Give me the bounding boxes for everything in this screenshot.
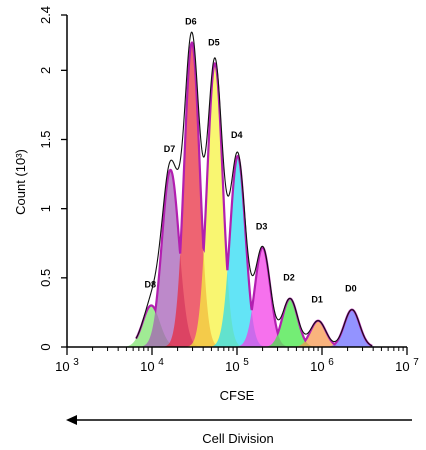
x-tick-label: 10 6 <box>310 357 334 374</box>
y-tick-label: 1.5 <box>38 130 53 148</box>
peak-label-d3: D3 <box>256 221 268 231</box>
y-tick-label: 2.4 <box>38 6 53 24</box>
peak-d3 <box>235 247 291 347</box>
peak-label-d5: D5 <box>208 37 220 47</box>
cell-division-label: Cell Division <box>202 431 274 446</box>
outline-layer <box>135 31 373 347</box>
peak-d7 <box>139 169 202 347</box>
y-tick-label: 2 <box>38 67 53 74</box>
y-tick-label: 1 <box>38 205 53 212</box>
peak-label-d1: D1 <box>311 295 323 305</box>
x-tick-label: 10 5 <box>225 357 249 374</box>
cell-division-arrow-head <box>66 415 77 425</box>
cell-division-arrow <box>66 415 412 425</box>
x-tick-label: 10 3 <box>55 357 79 374</box>
peak-label-d6: D6 <box>185 17 197 27</box>
x-tick-label: 10 7 <box>395 357 419 374</box>
x-axis-label: CFSE <box>220 388 255 403</box>
peak-label-d4: D4 <box>231 130 243 140</box>
peak-label-d2: D2 <box>283 273 295 283</box>
y-tick-label: 0.5 <box>38 269 53 287</box>
peak-d2 <box>262 298 318 347</box>
axes-layer: 0 0.5 1 1.5 2 2.4 10 3 10 4 10 5 10 6 10 7 <box>38 6 419 374</box>
peak-d6 <box>164 42 220 348</box>
y-tick-label: 0 <box>38 343 53 350</box>
peak-d0 <box>324 309 380 347</box>
peak-d8 <box>120 305 182 347</box>
y-axis-label: Count (10³) <box>13 149 28 215</box>
peak-d4 <box>210 156 266 347</box>
labels-layer: D8 D7 D6 D5 D4 D3 D2 D1 D0 <box>144 17 356 305</box>
peak-label-d7: D7 <box>164 144 176 154</box>
peak-d5 <box>187 63 243 348</box>
x-tick-label: 10 4 <box>140 357 164 374</box>
peak-label-d8: D8 <box>144 280 156 290</box>
peak-label-d0: D0 <box>345 284 357 294</box>
peaks-layer <box>120 42 380 348</box>
model-envelope-line <box>135 41 373 347</box>
measured-histogram-line <box>135 31 373 347</box>
peak-d1 <box>290 320 346 347</box>
